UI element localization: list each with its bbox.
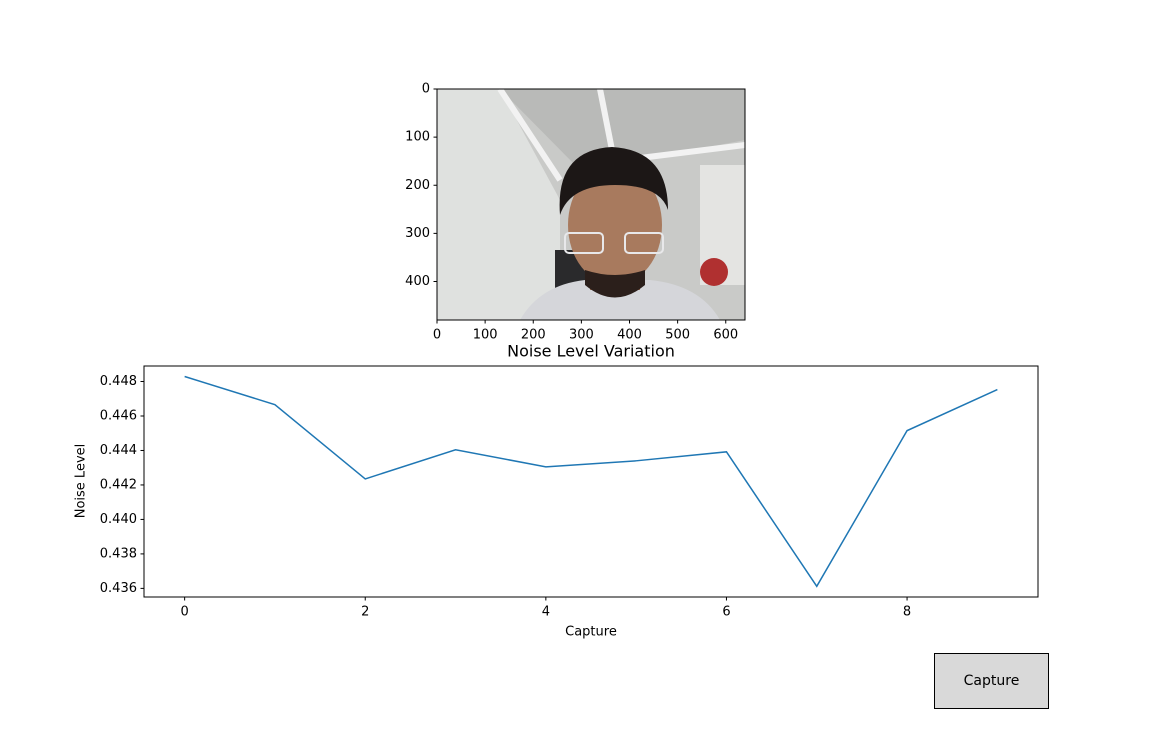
y-tick-label: 0.446	[100, 408, 137, 423]
y-tick-label: 0	[422, 82, 430, 97]
x-tick-label: 400	[617, 328, 642, 343]
x-tick-label: 0	[433, 328, 441, 343]
y-tick-label: 400	[405, 274, 430, 289]
x-tick-label: 8	[903, 605, 911, 620]
x-tick-label: 6	[722, 605, 730, 620]
y-tick-label: 300	[405, 226, 430, 241]
x-axis-label: Capture	[565, 625, 617, 640]
capture-button[interactable]: Capture	[934, 653, 1049, 709]
y-tick-label: 200	[405, 178, 430, 193]
data-line	[184, 375, 998, 588]
y-tick-label: 0.448	[100, 374, 137, 389]
axes-frame	[143, 365, 1039, 598]
y-tick-label: 0.442	[100, 477, 137, 492]
chart-title: Noise Level Variation	[507, 342, 675, 361]
x-tick-label: 300	[569, 328, 594, 343]
x-tick-label: 4	[542, 605, 550, 620]
x-tick-label: 200	[521, 328, 546, 343]
x-tick-label: 2	[361, 605, 369, 620]
x-tick-label: 500	[665, 328, 690, 343]
camera-image	[437, 89, 745, 320]
x-tick-label: 0	[180, 605, 188, 620]
y-tick-label: 0.440	[100, 512, 137, 527]
x-tick-label: 600	[713, 328, 738, 343]
y-axis-label: Noise Level	[74, 444, 89, 519]
y-tick-label: 0.438	[100, 546, 137, 561]
y-tick-label: 100	[405, 130, 430, 145]
y-tick-label: 0.444	[100, 443, 137, 458]
y-tick-label: 0.436	[100, 581, 137, 596]
x-tick-label: 100	[473, 328, 498, 343]
axes-frame	[436, 88, 746, 321]
